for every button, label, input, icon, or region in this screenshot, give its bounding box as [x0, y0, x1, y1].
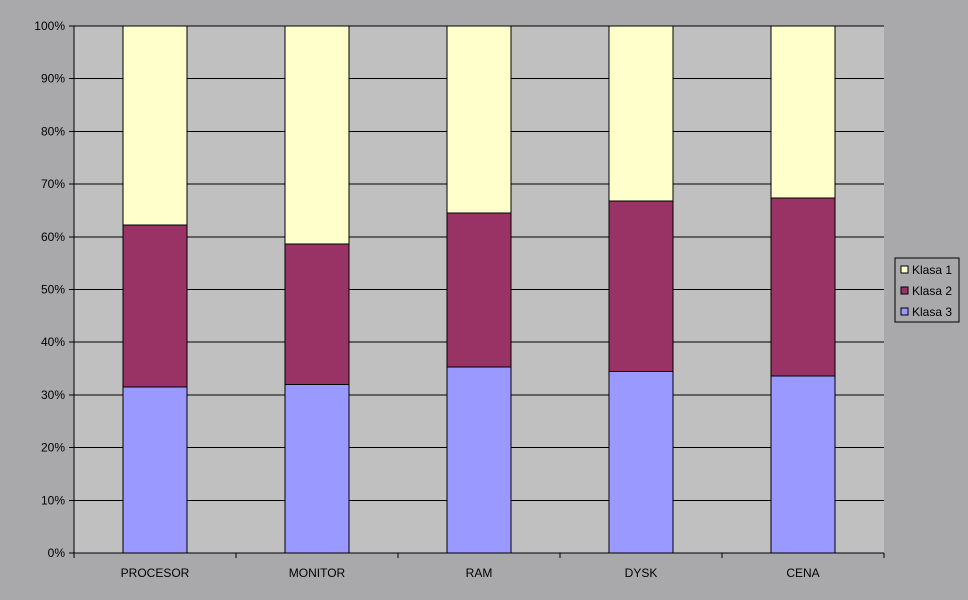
bar-segment-klasa-1 — [770, 25, 836, 199]
y-tick-label: 90% — [41, 72, 65, 86]
y-tick-label: 80% — [41, 124, 65, 138]
bar-segment-klasa-3 — [284, 383, 350, 554]
bar-segment-klasa-1 — [122, 25, 188, 226]
bar-segment-klasa-3 — [770, 375, 836, 554]
legend-swatch — [900, 265, 909, 274]
bar-segment-klasa-1 — [608, 25, 674, 202]
legend-label: Klasa 3 — [912, 305, 952, 319]
x-tick-label: CENA — [786, 566, 819, 580]
legend-swatch — [900, 286, 909, 295]
bar-segment-klasa-3 — [446, 366, 512, 554]
legend-label: Klasa 1 — [912, 263, 952, 277]
y-tick-label: 40% — [41, 335, 65, 349]
bar-segment-klasa-2 — [608, 200, 674, 373]
legend-swatch — [900, 307, 909, 316]
y-tick-label: 60% — [41, 230, 65, 244]
x-tick-label: DYSK — [625, 566, 658, 580]
bar-segment-klasa-3 — [122, 386, 188, 554]
y-tick-label: 70% — [41, 177, 65, 191]
x-tick-label: PROCESOR — [121, 566, 190, 580]
y-tick-label: 0% — [48, 546, 66, 560]
x-tick-label: MONITOR — [289, 566, 346, 580]
y-tick-label: 100% — [34, 19, 65, 33]
bar-segment-klasa-2 — [770, 197, 836, 377]
bar-segment-klasa-2 — [446, 212, 512, 368]
y-tick-label: 20% — [41, 441, 65, 455]
bar-segment-klasa-1 — [284, 25, 350, 245]
bar-segment-klasa-1 — [446, 25, 512, 214]
y-tick-label: 10% — [41, 493, 65, 507]
x-tick-label: RAM — [466, 566, 493, 580]
bar-segment-klasa-2 — [122, 224, 188, 388]
bar-segment-klasa-3 — [608, 371, 674, 554]
bar-segment-klasa-2 — [284, 243, 350, 385]
y-tick-label: 50% — [41, 283, 65, 297]
legend-label: Klasa 2 — [912, 284, 952, 298]
legend: Klasa 1 Klasa 2 Klasa 3 — [894, 257, 960, 323]
y-tick-label: 30% — [41, 388, 65, 402]
